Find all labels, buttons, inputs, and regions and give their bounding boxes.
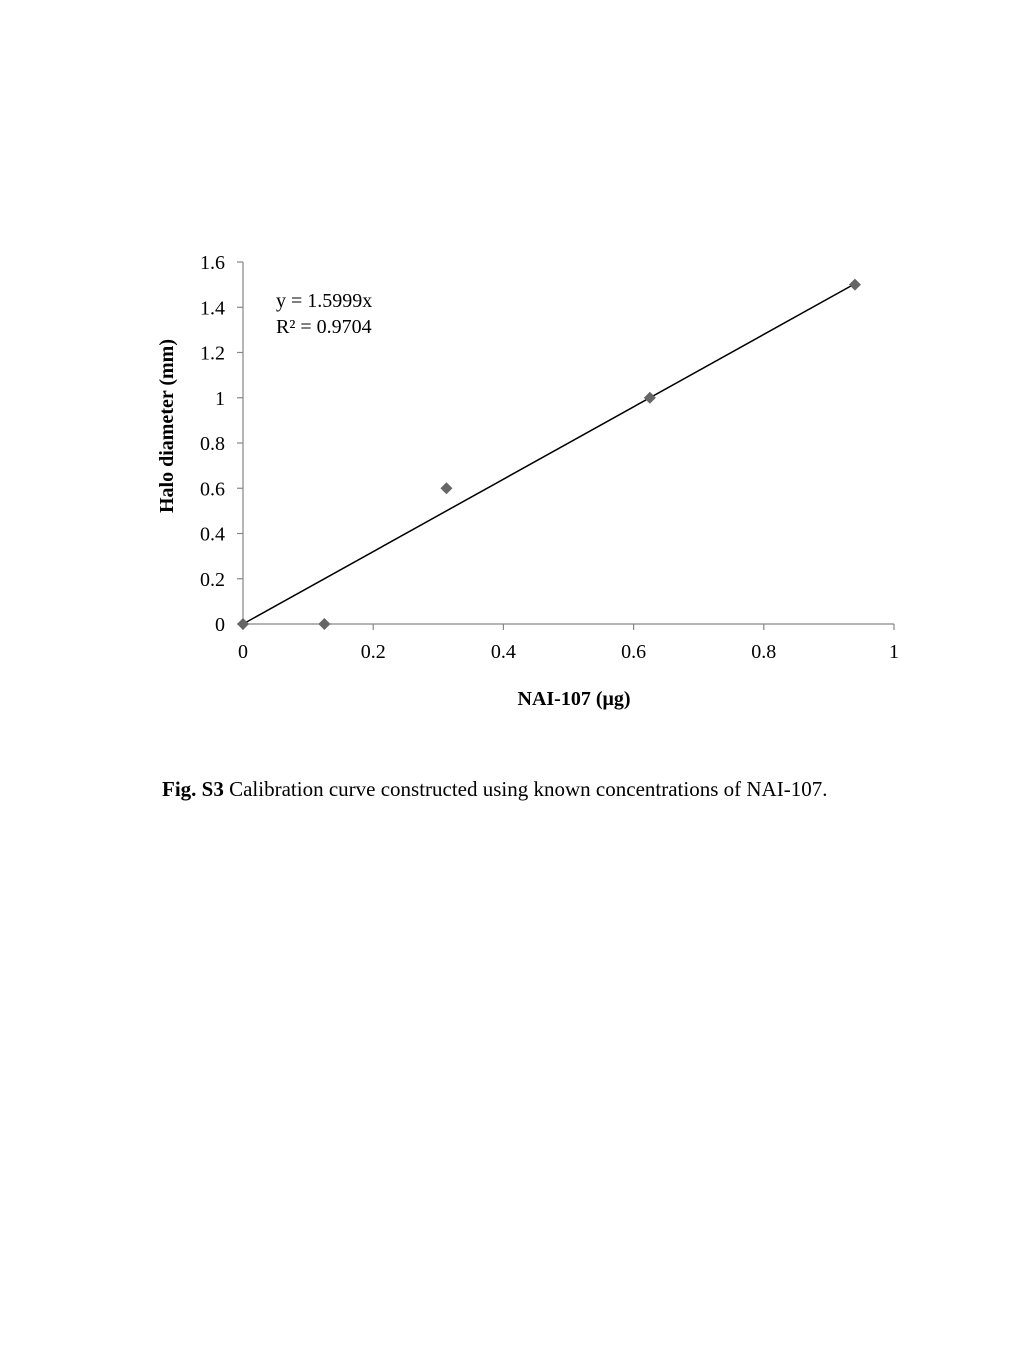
x-tick-label: 0.4	[491, 641, 516, 663]
x-tick-label: 1	[889, 641, 899, 663]
y-tick-label: 0.8	[200, 433, 225, 455]
trendline-r-squared: R² = 0.9704	[276, 316, 372, 338]
y-tick-label: 0.4	[200, 524, 225, 546]
y-tick-label: 1.4	[200, 297, 225, 319]
y-tick-label: 0	[215, 614, 225, 636]
calibration-scatter-chart: 0 0.2 0.4 0.6 0.8 1 1.2 1.4 1.6 0 0.2 0.4 0.6 0.8 1 y …	[156, 252, 899, 710]
x-tick-label: 0.2	[361, 641, 386, 663]
y-axis-label: Halo diameter (mm)	[156, 339, 178, 513]
x-axis-label: NAI-107 (μg)	[518, 688, 631, 710]
y-tick-label: 1	[215, 388, 225, 410]
linear-trendline	[242, 283, 856, 625]
data-point-diamond	[318, 618, 331, 630]
figure-caption: Fig. S3 Calibration curve constructed us…	[162, 775, 982, 803]
y-tick-label: 0.2	[200, 569, 225, 591]
y-tick-label: 0.6	[200, 478, 225, 500]
data-point-diamond	[237, 618, 249, 630]
data-point-diamond	[643, 391, 656, 404]
x-tick-label: 0.8	[751, 641, 776, 663]
trendline-equation: y = 1.5999x	[276, 290, 372, 312]
y-tick-label: 1.2	[200, 343, 225, 365]
figure-caption-text: Calibration curve constructed using know…	[223, 777, 828, 801]
data-point-diamond	[848, 278, 861, 291]
data-points	[237, 278, 861, 630]
x-tick-label: 0	[238, 641, 248, 663]
trendline-layer	[242, 283, 856, 625]
figure-caption-label: Fig. S3	[162, 777, 224, 801]
chart-container: 0 0.2 0.4 0.6 0.8 1 1.2 1.4 1.6 0 0.2 0.4 0.6 0.8 1 y …	[156, 252, 899, 710]
y-tick-label: 1.6	[200, 252, 225, 274]
x-tick-label: 0.6	[621, 641, 646, 663]
data-point-diamond	[440, 482, 453, 495]
axes: 0 0.2 0.4 0.6 0.8 1 1.2 1.4 1.6 0 0.2 0.4 0.6 0.8 1	[200, 252, 899, 663]
